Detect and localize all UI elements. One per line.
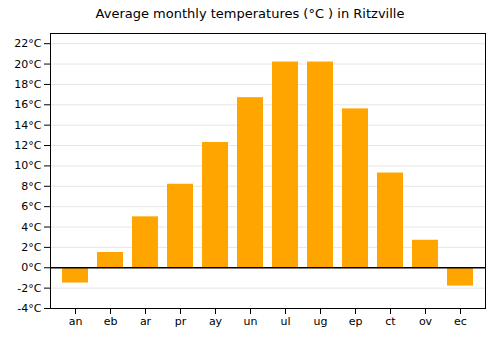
svg-text:-4°C: -4°C <box>17 302 41 315</box>
svg-text:ep: ep <box>349 315 363 328</box>
svg-text:ay: ay <box>209 315 223 328</box>
svg-text:20°C: 20°C <box>14 58 41 71</box>
svg-text:ct: ct <box>385 315 396 328</box>
html-text:Average monthly temperatures (: Average monthly temperatures (°C ) in Ri… <box>95 6 405 21</box>
svg-text:16°C: 16°C <box>14 98 41 111</box>
svg-text:6°C: 6°C <box>21 200 41 213</box>
svg-text:ar: ar <box>140 315 152 328</box>
svg-text:ec: ec <box>454 315 467 328</box>
svg-text:un: un <box>244 315 258 328</box>
svg-text:4°C: 4°C <box>21 221 41 234</box>
svg-text:2°C: 2°C <box>21 241 41 254</box>
svg-text:18°C: 18°C <box>14 78 41 91</box>
svg-text:0°C: 0°C <box>21 261 41 274</box>
svg-text:ug: ug <box>314 315 328 328</box>
svg-text:10°C: 10°C <box>14 159 41 172</box>
svg-text:22°C: 22°C <box>14 37 41 50</box>
svg-text:ul: ul <box>280 315 290 328</box>
svg-text:pr: pr <box>175 315 187 328</box>
svg-text:ov: ov <box>419 315 433 328</box>
svg-text:14°C: 14°C <box>14 119 41 132</box>
svg-text:8°C: 8°C <box>21 180 41 193</box>
svg-text:eb: eb <box>104 315 118 328</box>
svg-text:an: an <box>69 315 83 328</box>
svg-text:12°C: 12°C <box>14 139 41 152</box>
svg-text:-2°C: -2°C <box>17 282 41 295</box>
